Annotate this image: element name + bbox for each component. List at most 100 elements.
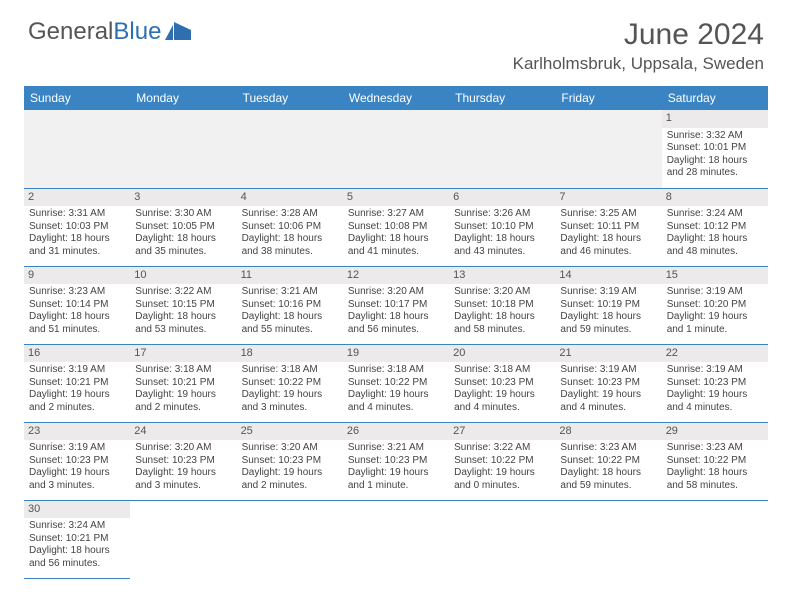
daylight-line: Daylight: 19 hours and 2 minutes. <box>242 467 338 492</box>
day-cell: 5Sunrise: 3:27 AMSunset: 10:08 PMDayligh… <box>343 188 449 266</box>
daylight-line: Daylight: 19 hours and 4 minutes. <box>560 389 656 414</box>
day-number: 13 <box>449 267 555 285</box>
sunrise-line: Sunrise: 3:19 AM <box>29 442 125 455</box>
day-number: 22 <box>662 345 768 363</box>
sunset-line: Sunset: 10:12 PM <box>667 221 763 234</box>
day-number: 30 <box>24 501 130 519</box>
day-number: 9 <box>24 267 130 285</box>
calendar-row: 30Sunrise: 3:24 AMSunset: 10:21 PMDaylig… <box>24 500 768 578</box>
sunset-line: Sunset: 10:15 PM <box>135 299 231 312</box>
daylight-line: Daylight: 19 hours and 4 minutes. <box>454 389 550 414</box>
calendar-row: 1Sunrise: 3:32 AMSunset: 10:01 PMDayligh… <box>24 110 768 188</box>
empty-cell <box>130 110 236 188</box>
sunset-line: Sunset: 10:14 PM <box>29 299 125 312</box>
sunset-line: Sunset: 10:22 PM <box>348 377 444 390</box>
day-header: Friday <box>555 86 661 110</box>
sunset-line: Sunset: 10:10 PM <box>454 221 550 234</box>
day-cell: 23Sunrise: 3:19 AMSunset: 10:23 PMDaylig… <box>24 422 130 500</box>
day-number: 11 <box>237 267 343 285</box>
sunset-line: Sunset: 10:18 PM <box>454 299 550 312</box>
empty-cell <box>343 110 449 188</box>
day-cell: 24Sunrise: 3:20 AMSunset: 10:23 PMDaylig… <box>130 422 236 500</box>
sunrise-line: Sunrise: 3:18 AM <box>242 364 338 377</box>
daylight-line: Daylight: 18 hours and 48 minutes. <box>667 233 763 258</box>
sunset-line: Sunset: 10:03 PM <box>29 221 125 234</box>
daylight-line: Daylight: 19 hours and 3 minutes. <box>242 389 338 414</box>
day-cell: 17Sunrise: 3:18 AMSunset: 10:21 PMDaylig… <box>130 344 236 422</box>
day-number: 1 <box>662 110 768 128</box>
sunset-line: Sunset: 10:22 PM <box>242 377 338 390</box>
day-number: 20 <box>449 345 555 363</box>
daylight-line: Daylight: 18 hours and 59 minutes. <box>560 467 656 492</box>
sunset-line: Sunset: 10:17 PM <box>348 299 444 312</box>
day-number: 10 <box>130 267 236 285</box>
day-cell: 21Sunrise: 3:19 AMSunset: 10:23 PMDaylig… <box>555 344 661 422</box>
calendar-row: 2Sunrise: 3:31 AMSunset: 10:03 PM Dayligh… <box>24 188 768 266</box>
empty-cell <box>555 110 661 188</box>
day-cell: 9Sunrise: 3:23 AMSunset: 10:14 PMDayligh… <box>24 266 130 344</box>
day-number: 14 <box>555 267 661 285</box>
sunrise-line: Sunrise: 3:18 AM <box>348 364 444 377</box>
sunrise-line: Sunrise: 3:24 AM <box>667 208 763 221</box>
day-cell: 13Sunrise: 3:20 AMSunset: 10:18 PMDaylig… <box>449 266 555 344</box>
empty-cell <box>24 110 130 188</box>
empty-cell <box>555 500 661 578</box>
sunrise-line: Sunrise: 3:25 AM <box>560 208 656 221</box>
day-cell: 8Sunrise: 3:24 AMSunset: 10:12 PMDayligh… <box>662 188 768 266</box>
sunrise-line: Sunrise: 3:19 AM <box>667 364 763 377</box>
day-cell: 14Sunrise: 3:19 AMSunset: 10:19 PMDaylig… <box>555 266 661 344</box>
sunset-line: Sunset: 10:05 PM <box>135 221 231 234</box>
daylight-line: Daylight: 19 hours and 4 minutes. <box>667 389 763 414</box>
daylight-line: Daylight: 18 hours and 51 minutes. <box>29 311 125 336</box>
sunrise-line: Sunrise: 3:24 AM <box>29 520 125 533</box>
sunset-line: Sunset: 10:22 PM <box>560 455 656 468</box>
sunset-line: Sunset: 10:08 PM <box>348 221 444 234</box>
sunset-line: Sunset: 10:22 PM <box>454 455 550 468</box>
day-number: 17 <box>130 345 236 363</box>
sunrise-line: Sunrise: 3:19 AM <box>667 286 763 299</box>
sunrise-line: Sunrise: 3:20 AM <box>242 442 338 455</box>
page-header: GeneralBlue June 2024 Karlholmsbruk, Upp… <box>0 0 792 78</box>
day-number: 25 <box>237 423 343 441</box>
sunrise-line: Sunrise: 3:22 AM <box>135 286 231 299</box>
sunrise-line: Sunrise: 3:19 AM <box>29 364 125 377</box>
sunrise-line: Sunrise: 3:27 AM <box>348 208 444 221</box>
sunrise-line: Sunrise: 3:31 AM <box>29 208 125 221</box>
daylight-line: Daylight: 18 hours and 55 minutes. <box>242 311 338 336</box>
empty-cell <box>662 500 768 578</box>
day-number: 12 <box>343 267 449 285</box>
day-cell: 27Sunrise: 3:22 AMSunset: 10:22 PMDaylig… <box>449 422 555 500</box>
sunset-line: Sunset: 10:21 PM <box>29 533 125 546</box>
day-number: 5 <box>343 189 449 207</box>
day-cell: 18Sunrise: 3:18 AMSunset: 10:22 PMDaylig… <box>237 344 343 422</box>
day-number: 28 <box>555 423 661 441</box>
day-header: Sunday <box>24 86 130 110</box>
sunrise-line: Sunrise: 3:18 AM <box>135 364 231 377</box>
day-header: Tuesday <box>237 86 343 110</box>
day-number: 21 <box>555 345 661 363</box>
daylight-line: Daylight: 18 hours and 46 minutes. <box>560 233 656 258</box>
day-cell: 29Sunrise: 3:23 AMSunset: 10:22 PMDaylig… <box>662 422 768 500</box>
sunset-line: Sunset: 10:23 PM <box>667 377 763 390</box>
sunrise-line: Sunrise: 3:20 AM <box>454 286 550 299</box>
day-number: 27 <box>449 423 555 441</box>
day-cell: 26Sunrise: 3:21 AMSunset: 10:23 PMDaylig… <box>343 422 449 500</box>
day-cell: 30Sunrise: 3:24 AMSunset: 10:21 PMDaylig… <box>24 500 130 578</box>
day-number: 2 <box>24 189 130 207</box>
sunset-line: Sunset: 10:23 PM <box>135 455 231 468</box>
empty-cell <box>237 110 343 188</box>
calendar-row: 16Sunrise: 3:19 AMSunset: 10:21 PMDaylig… <box>24 344 768 422</box>
day-number: 16 <box>24 345 130 363</box>
sunrise-line: Sunrise: 3:19 AM <box>560 286 656 299</box>
day-number: 24 <box>130 423 236 441</box>
sunrise-line: Sunrise: 3:21 AM <box>242 286 338 299</box>
sunrise-line: Sunrise: 3:19 AM <box>560 364 656 377</box>
sunset-line: Sunset: 10:06 PM <box>242 221 338 234</box>
calendar-thead: SundayMondayTuesdayWednesdayThursdayFrid… <box>24 86 768 110</box>
day-cell: 3Sunrise: 3:30 AMSunset: 10:05 PMDayligh… <box>130 188 236 266</box>
empty-cell <box>130 500 236 578</box>
sunrise-line: Sunrise: 3:23 AM <box>29 286 125 299</box>
day-cell: 11Sunrise: 3:21 AMSunset: 10:16 PMDaylig… <box>237 266 343 344</box>
day-header-row: SundayMondayTuesdayWednesdayThursdayFrid… <box>24 86 768 110</box>
day-cell: 15Sunrise: 3:19 AMSunset: 10:20 PMDaylig… <box>662 266 768 344</box>
